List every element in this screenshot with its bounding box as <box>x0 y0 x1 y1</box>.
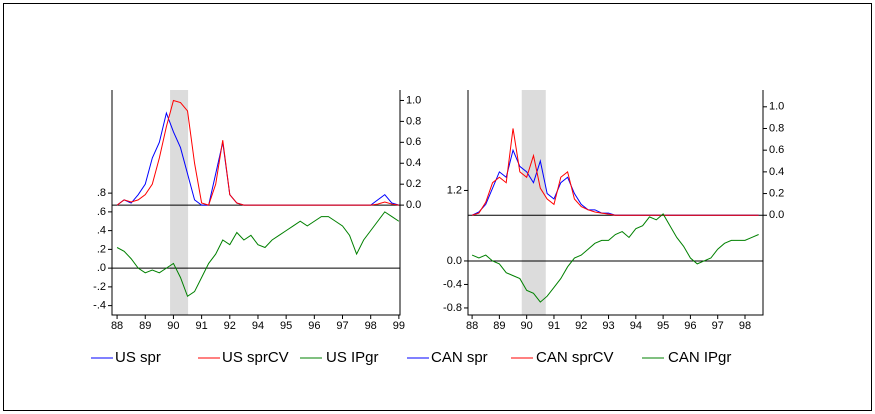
legend-label: CAN spr <box>431 349 488 366</box>
shaded-period <box>521 90 546 315</box>
y-tick-label: -.2 <box>93 281 106 293</box>
y-tick-label: 1.2 <box>447 184 462 196</box>
y-tick-label: 0.0 <box>406 199 421 211</box>
series-line <box>471 128 759 216</box>
x-tick-label: 89 <box>139 320 151 332</box>
y-tick-label: 0.2 <box>406 178 421 190</box>
y-tick-label: .2 <box>97 243 106 255</box>
y-tick-label: .8 <box>97 187 106 199</box>
x-tick-label: 89 <box>493 320 505 332</box>
y-tick-label: 0.0 <box>447 255 462 267</box>
x-tick-label: 94 <box>630 320 642 332</box>
y-tick-label: 0.6 <box>769 144 784 156</box>
x-tick-label: 93 <box>602 320 614 332</box>
y-tick-label: .6 <box>97 206 106 218</box>
x-tick-label: 91 <box>548 320 560 332</box>
x-tick-label: 97 <box>712 320 724 332</box>
axis-frame <box>111 90 401 316</box>
x-tick-label: 98 <box>365 320 377 332</box>
y-tick-label: 0.4 <box>406 157 421 169</box>
x-tick-label: 92 <box>224 320 236 332</box>
x-tick-label: 98 <box>739 320 751 332</box>
x-tick-label: 95 <box>280 320 292 332</box>
legend-label: US sprCV <box>222 349 289 366</box>
y-tick-label: 1.0 <box>769 101 784 113</box>
x-tick-label: 91 <box>195 320 207 332</box>
y-tick-label: -0.8 <box>443 302 462 314</box>
legend-label: CAN IPgr <box>668 349 731 366</box>
series-line <box>116 211 400 298</box>
y-tick-label: .0 <box>97 262 106 274</box>
legend-label: CAN sprCV <box>536 349 614 366</box>
legend-label: US spr <box>115 349 161 366</box>
x-tick-label: 90 <box>167 320 179 332</box>
x-tick-label: 96 <box>308 320 320 332</box>
legend-label: US IPgr <box>326 349 379 366</box>
series-line <box>116 99 399 206</box>
x-tick-label: 88 <box>466 320 478 332</box>
y-tick-label: 0.8 <box>769 122 784 134</box>
frame <box>3 3 872 411</box>
series-line <box>471 148 759 216</box>
x-tick-label: 95 <box>657 320 669 332</box>
y-tick-label: 0.4 <box>769 166 784 178</box>
x-tick-label: 99 <box>393 320 405 332</box>
axis-frame <box>467 90 764 316</box>
x-tick-label: 94 <box>252 320 264 332</box>
shaded-period <box>170 90 189 315</box>
x-tick-label: 92 <box>575 320 587 332</box>
x-tick-label: 96 <box>684 320 696 332</box>
y-tick-label: 0.8 <box>406 115 421 127</box>
y-tick-label: .4 <box>97 225 106 237</box>
x-tick-label: 97 <box>336 320 348 332</box>
series-line <box>471 213 759 303</box>
y-tick-label: -.4 <box>93 300 106 312</box>
y-tick-label: 1.0 <box>406 94 421 106</box>
y-tick-label: 0.0 <box>769 209 784 221</box>
y-tick-label: 0.2 <box>769 187 784 199</box>
y-tick-label: 0.6 <box>406 136 421 148</box>
y-tick-label: -0.4 <box>443 278 462 290</box>
x-tick-label: 90 <box>521 320 533 332</box>
x-tick-label: 88 <box>111 320 123 332</box>
